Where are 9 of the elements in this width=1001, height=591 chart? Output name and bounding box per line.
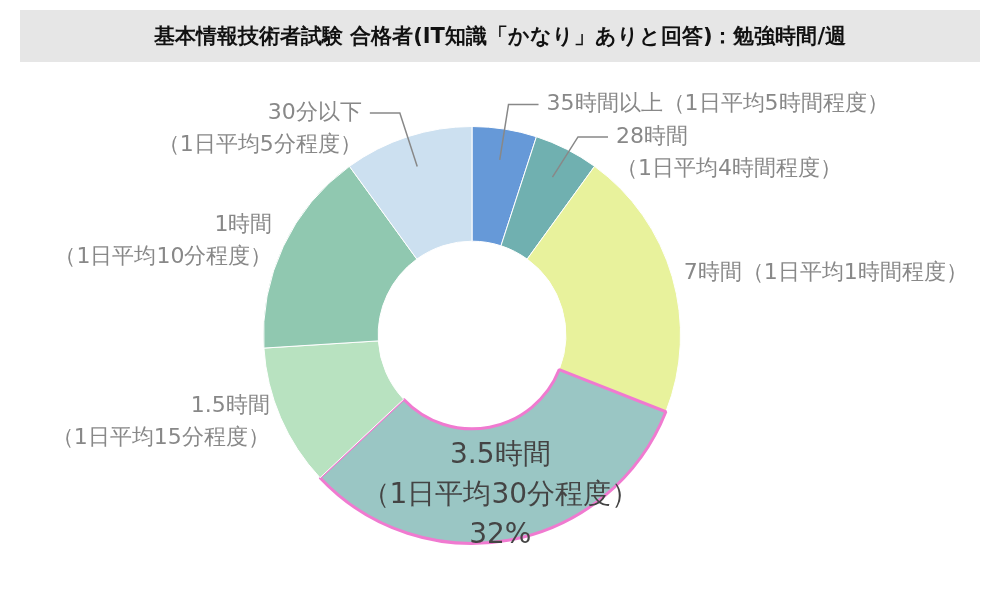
slice-label: 30分以下（1日平均5分程度） xyxy=(157,98,362,156)
slice-label: 7時間（1日平均1時間程度） xyxy=(683,259,968,285)
slice-label: 1時間（1日平均10分程度） xyxy=(54,210,273,268)
slice-label: 28時間（1日平均4時間程度） xyxy=(616,122,843,180)
data-label: 32% xyxy=(469,516,532,550)
slice-label: 35時間以上（1日平均5時間程度） xyxy=(546,90,889,116)
chart-title: 基本情報技術者試験 合格者(IT知識「かなり」ありと回答)：勉強時間/週 xyxy=(20,10,980,62)
slice-label: 3.5時間（1日平均30分程度） xyxy=(361,436,640,510)
slice-label: 1.5時間（1日平均15分程度） xyxy=(51,392,270,450)
